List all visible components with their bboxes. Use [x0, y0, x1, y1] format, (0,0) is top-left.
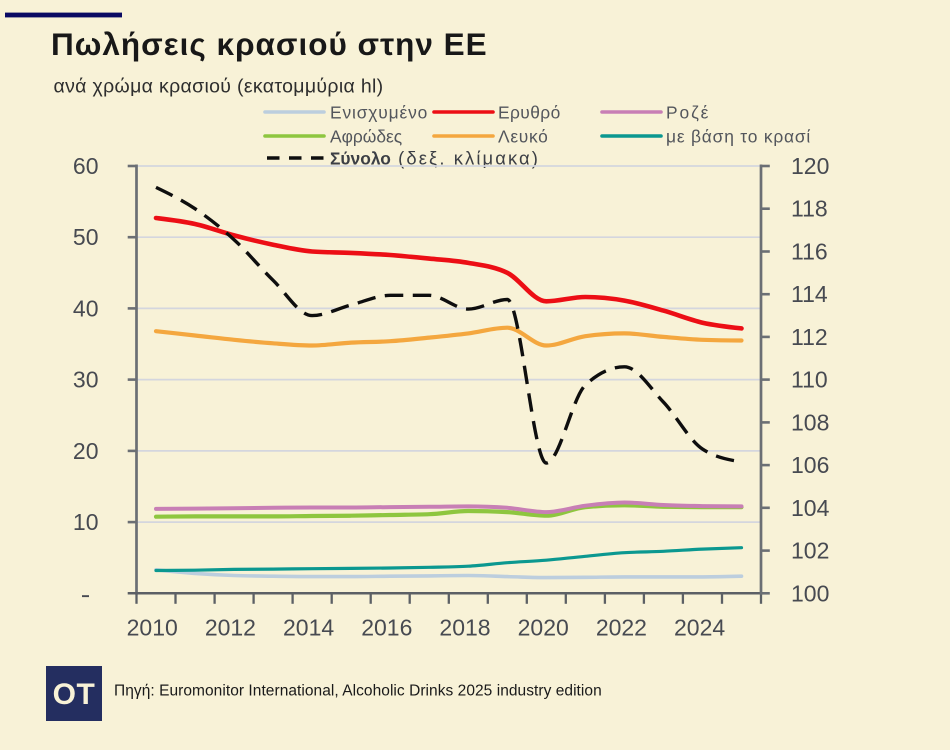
svg-text:50: 50 [73, 224, 99, 250]
svg-text:2020: 2020 [518, 615, 569, 641]
svg-text:2024: 2024 [674, 615, 725, 641]
svg-text:Αφρώδες: Αφρώδες [330, 127, 402, 147]
svg-text:Ενισχυμένο: Ενισχυμένο [330, 103, 428, 123]
svg-text:Ερυθρό: Ερυθρό [498, 103, 561, 123]
svg-text:118: 118 [791, 196, 828, 222]
svg-text:30: 30 [73, 367, 99, 393]
svg-text:102: 102 [791, 538, 829, 564]
svg-text:108: 108 [791, 409, 829, 435]
svg-text:2012: 2012 [205, 615, 256, 641]
svg-text:2010: 2010 [127, 615, 178, 641]
svg-text:2018: 2018 [439, 615, 490, 641]
svg-text:60: 60 [73, 153, 99, 179]
svg-text:Ροζέ: Ροζέ [666, 103, 710, 123]
svg-text:104: 104 [791, 495, 830, 521]
svg-text:OT: OT [53, 678, 96, 711]
svg-text:110: 110 [791, 367, 828, 393]
svg-text:20: 20 [73, 438, 99, 464]
svg-text:106: 106 [791, 452, 829, 478]
svg-text:Πηγή: Euromonitor Internationa: Πηγή: Euromonitor International, Alcohol… [114, 683, 602, 700]
svg-text:10: 10 [73, 509, 99, 535]
svg-text:Σύνολο (δεξ. κλίμακα): Σύνολο (δεξ. κλίμακα) [330, 148, 540, 169]
svg-text:2016: 2016 [361, 615, 412, 641]
svg-text:100: 100 [791, 580, 829, 606]
svg-text:116: 116 [791, 239, 828, 265]
svg-text:Πωλήσεις κρασιού στην ΕΕ: Πωλήσεις κρασιού στην ΕΕ [51, 26, 488, 62]
svg-text:40: 40 [73, 295, 99, 321]
svg-text:2014: 2014 [283, 615, 334, 641]
svg-text:2022: 2022 [596, 615, 647, 641]
svg-text:112: 112 [791, 324, 828, 350]
svg-text:Λευκό: Λευκό [498, 127, 549, 147]
svg-text:με βάση το κρασί: με βάση το κρασί [666, 127, 811, 147]
svg-text:ανά χρώμα κρασιού (εκατομμύρια: ανά χρώμα κρασιού (εκατομμύρια hl) [54, 76, 384, 98]
svg-text:114: 114 [791, 281, 828, 307]
svg-text:120: 120 [791, 153, 829, 179]
